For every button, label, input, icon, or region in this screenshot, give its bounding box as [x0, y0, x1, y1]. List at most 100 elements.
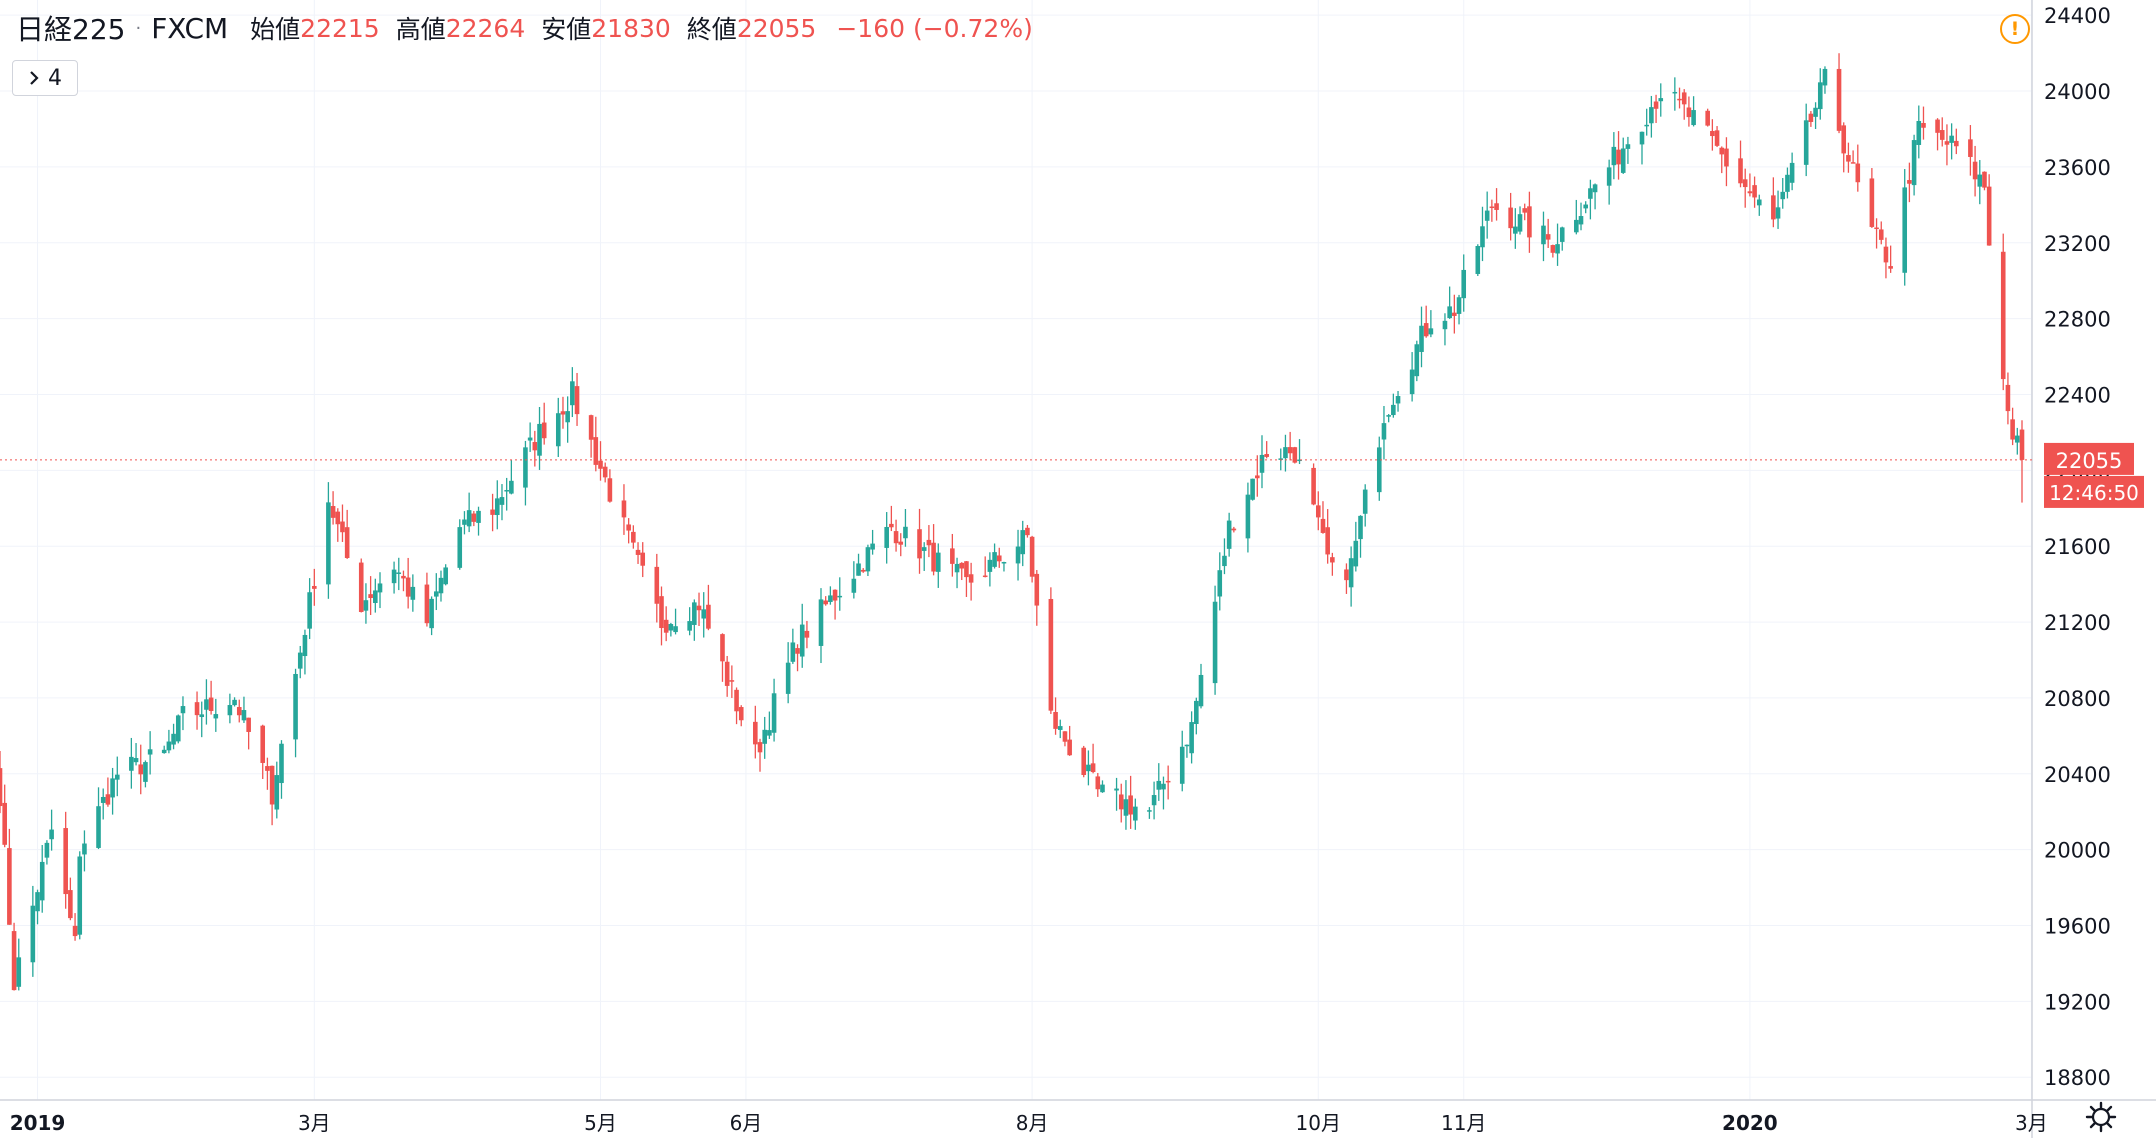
candle-body: [1391, 404, 1396, 416]
change-value: −160 (−0.72%): [836, 13, 1033, 43]
candle-body: [443, 567, 448, 585]
candle-body: [570, 381, 575, 406]
time-tick-label: 2020: [1722, 1111, 1778, 1135]
last-price-badge: [2044, 442, 2134, 475]
candle-body: [1311, 467, 1316, 505]
candle-body: [706, 604, 711, 629]
candle-body: [1691, 110, 1696, 126]
candle-body: [1954, 140, 1959, 147]
candle-body: [1803, 120, 1809, 165]
candle-body: [598, 460, 603, 469]
candle-body: [631, 531, 636, 543]
candle-body: [1752, 185, 1757, 198]
candle-body: [1883, 246, 1889, 263]
candle-body: [1672, 91, 1678, 94]
candle-body: [696, 605, 702, 611]
open-value: 22215: [300, 13, 380, 43]
candle-body: [1972, 161, 1978, 180]
candle-body: [1484, 210, 1490, 221]
candle-body: [1034, 573, 1040, 606]
candle-body: [476, 510, 481, 523]
candle-body: [935, 552, 941, 572]
candle-body: [856, 563, 861, 576]
gear-icon[interactable]: [2084, 1100, 2118, 1134]
candle-body: [1147, 810, 1152, 812]
candle-body: [171, 733, 176, 745]
candle-body: [996, 555, 1002, 562]
candle-body: [1742, 179, 1748, 188]
candle-body: [964, 561, 969, 578]
candle-body: [771, 693, 777, 733]
candle-body: [504, 490, 509, 492]
low-label: 安値: [541, 15, 592, 44]
candle-body: [405, 577, 411, 597]
candle-body: [77, 856, 83, 935]
candle-body: [1222, 555, 1227, 567]
candle-body: [147, 749, 153, 755]
candle-body: [626, 524, 631, 531]
candle-body: [335, 511, 341, 525]
candle-body: [1184, 744, 1190, 747]
time-tick-label: 3月: [298, 1111, 331, 1135]
warning-icon[interactable]: !: [2000, 14, 2030, 44]
candle-body: [265, 766, 270, 771]
candle-body: [63, 828, 68, 895]
candle-body: [832, 589, 838, 601]
candle-body: [1395, 396, 1401, 404]
high-value: 22264: [445, 13, 526, 43]
candle-body: [560, 411, 566, 415]
candle-body: [1376, 447, 1382, 493]
candle-body: [1025, 527, 1030, 536]
candle-body: [1255, 475, 1260, 479]
price-tick-label: 21600: [2044, 535, 2111, 559]
candle-body: [668, 624, 674, 631]
candle-body: [607, 478, 613, 502]
candle-body: [1128, 795, 1133, 815]
candle-body: [1086, 764, 1091, 772]
candle-body: [1315, 505, 1321, 518]
candle-body: [893, 531, 899, 544]
candle-body: [1020, 530, 1026, 555]
candle-body: [509, 480, 514, 494]
candle-body: [1550, 245, 1556, 253]
candle-body: [1780, 191, 1786, 200]
indicators-collapse-button[interactable]: 4: [12, 60, 78, 96]
candle-body: [1583, 204, 1588, 209]
candle-body: [1625, 144, 1631, 149]
candle-body: [1902, 187, 1908, 273]
candle-body: [1869, 178, 1875, 227]
candle-body: [330, 506, 336, 518]
candle-body: [1461, 269, 1467, 299]
candle-body: [1639, 131, 1645, 145]
candle-body: [1245, 494, 1251, 539]
candle-body: [818, 599, 824, 646]
candle-body: [396, 572, 402, 574]
candle-body: [753, 721, 758, 745]
symbol-name[interactable]: 日経225: [16, 13, 126, 46]
candle-body: [1057, 726, 1063, 730]
candle-body: [358, 562, 364, 612]
candle-body: [1423, 323, 1429, 337]
chevron-right-icon: [30, 71, 39, 85]
candle-body: [1724, 148, 1729, 167]
candle-body: [1362, 489, 1368, 514]
candle-body: [279, 743, 284, 784]
candle-body: [1644, 124, 1649, 127]
candle-body: [823, 600, 828, 605]
candle-body: [297, 652, 303, 669]
countdown-label: 12:46:50: [2049, 481, 2139, 505]
candle-body: [105, 794, 111, 805]
candle-body: [213, 714, 219, 719]
candle-body: [1287, 447, 1293, 454]
candle-body: [1053, 712, 1058, 729]
candle-body: [490, 509, 495, 515]
candle-body: [1217, 570, 1223, 597]
candle-body: [1836, 68, 1842, 131]
candle-body: [1133, 806, 1138, 821]
candle-body: [1756, 199, 1762, 206]
candle-body: [640, 552, 646, 566]
price-tick-label: 19600: [2044, 915, 2111, 939]
price-tick-label: 22800: [2044, 308, 2111, 332]
